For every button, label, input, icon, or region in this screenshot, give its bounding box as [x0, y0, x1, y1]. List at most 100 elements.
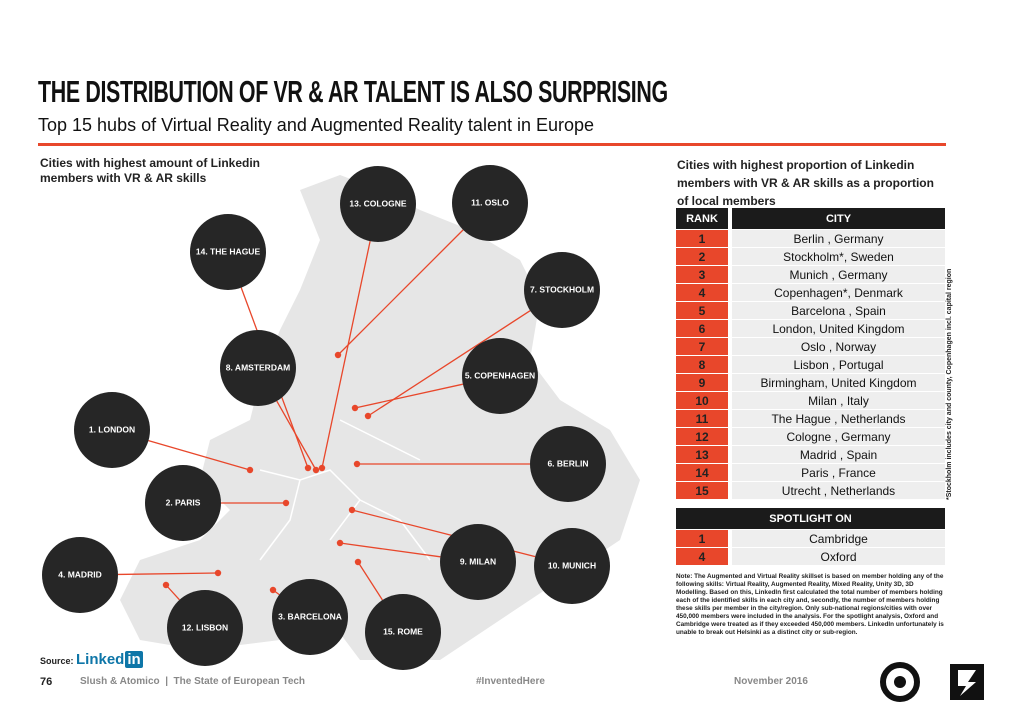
publisher: Slush & Atomico | The State of European …	[80, 676, 306, 687]
atomico-logo-mark	[958, 670, 976, 696]
city-pin	[336, 539, 344, 547]
hub-label: 11. OSLO	[471, 197, 509, 207]
hub-label: 6. BERLIN	[547, 458, 588, 468]
rank-cell: 5	[676, 302, 728, 319]
table-row: 14 Paris , France	[676, 464, 945, 481]
city-pin	[214, 569, 222, 577]
table-row: 2 Stockholm*, Sweden	[676, 248, 945, 265]
rank-cell: 1	[676, 230, 728, 247]
city-pin	[364, 412, 372, 420]
rank-cell: 3	[676, 266, 728, 283]
city-pin	[312, 466, 320, 474]
hub-label: 10. MUNICH	[548, 560, 596, 570]
hub-circle	[462, 338, 538, 414]
connector	[321, 241, 371, 469]
hub-circle	[74, 392, 150, 468]
table-row: 10 Milan , Italy	[676, 392, 945, 409]
hub-circle	[145, 465, 221, 541]
hub-label: 9. MILAN	[460, 556, 496, 566]
header-cell: SPOTLIGHT ON	[676, 508, 945, 529]
city-pin	[269, 586, 277, 594]
city-cell: The Hague , Netherlands	[728, 410, 945, 427]
logos	[880, 662, 984, 702]
city-cell: Utrecht , Netherlands	[728, 482, 945, 499]
rank-cell: 9	[676, 374, 728, 391]
europe-map	[120, 175, 640, 660]
connector	[354, 383, 464, 409]
table-row: 13 Madrid , Spain	[676, 446, 945, 463]
linkedin-logo: Linked in	[76, 651, 143, 668]
hub-label: 14. THE HAGUE	[196, 246, 261, 256]
rank-cell: 4	[676, 548, 728, 565]
spotlight-table: SPOTLIGHT ON 1 Cambridge 4 Oxford	[676, 507, 945, 566]
city-pin	[162, 581, 170, 589]
hub-circle	[42, 537, 118, 613]
city-pin	[246, 466, 254, 474]
hub-label: 1. LONDON	[89, 424, 135, 434]
table-row: 1 Cambridge	[676, 530, 945, 547]
city-cell: Cologne , Germany	[728, 428, 945, 445]
table-row: 5 Barcelona , Spain	[676, 302, 945, 319]
city-cell: Munich , Germany	[728, 266, 945, 283]
rank-cell: 10	[676, 392, 728, 409]
slush-logo	[880, 662, 920, 702]
europe-map-detail	[259, 419, 431, 561]
city-pin	[334, 351, 342, 359]
table-row: 9 Birmingham, United Kingdom	[676, 374, 945, 391]
city-pin	[353, 460, 361, 468]
header-cell: CITY	[728, 208, 945, 229]
hub-label: 8. AMSTERDAM	[226, 362, 290, 372]
hub-circle	[220, 330, 296, 406]
rank-cell: 2	[676, 248, 728, 265]
hub-circle	[167, 590, 243, 666]
city-cell: Paris , France	[728, 464, 945, 481]
side-note: *Stockholm includes city and county, Cop…	[946, 268, 953, 500]
rank-cell: 1	[676, 530, 728, 547]
city-cell: Stockholm*, Sweden	[728, 248, 945, 265]
rank-cell: 6	[676, 320, 728, 337]
city-cell: Lisbon , Portugal	[728, 356, 945, 373]
logo-text: Linked	[76, 651, 125, 668]
city-pin	[354, 558, 362, 566]
table-row: 15 Utrecht , Netherlands	[676, 482, 945, 499]
table-row: 1 Berlin , Germany	[676, 230, 945, 247]
hub-circle	[272, 579, 348, 655]
hub-label: 13. COLOGNE	[349, 198, 406, 208]
page-number: 76	[40, 676, 53, 688]
connector	[276, 400, 317, 471]
hub-label: 5. COPENHAGEN	[465, 370, 535, 380]
hub-label: 3. BARCELONA	[278, 611, 342, 621]
city-cell: Copenhagen*, Denmark	[728, 284, 945, 301]
hub-circle	[534, 528, 610, 604]
header-cell: RANK	[676, 208, 728, 229]
connector	[357, 561, 383, 601]
city-pin	[348, 506, 356, 514]
hub-label: 4. MADRID	[58, 569, 101, 579]
connector	[339, 542, 441, 558]
hub-circle	[340, 166, 416, 242]
rank-cell: 13	[676, 446, 728, 463]
city-cell: Milan , Italy	[728, 392, 945, 409]
logo-box: in	[125, 651, 143, 668]
rank-cell: 7	[676, 338, 728, 355]
rank-cell: 15	[676, 482, 728, 499]
city-pin	[282, 499, 290, 507]
hub-label: 12. LISBON	[182, 622, 228, 632]
city-cell: Cambridge	[728, 530, 945, 547]
table-row: 11 The Hague , Netherlands	[676, 410, 945, 427]
city-pin	[304, 464, 312, 472]
table-row: 3 Munich , Germany	[676, 266, 945, 283]
city-pin	[351, 404, 359, 412]
subtitle: Top 15 hubs of Virtual Reality and Augme…	[38, 115, 595, 135]
hub-circle	[524, 252, 600, 328]
connector	[337, 229, 464, 356]
city-cell: Birmingham, United Kingdom	[728, 374, 945, 391]
rank-cell: 8	[676, 356, 728, 373]
connector	[367, 310, 531, 417]
hub-label: 7. STOCKHOLM	[530, 284, 594, 294]
slush-logo-dot	[894, 676, 906, 688]
city-cell: Berlin , Germany	[728, 230, 945, 247]
hub-label: 15. ROME	[383, 626, 423, 636]
